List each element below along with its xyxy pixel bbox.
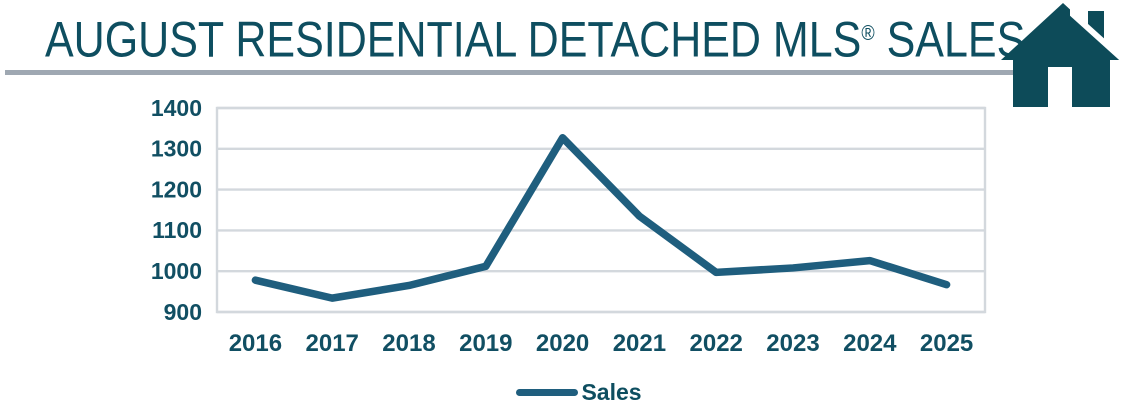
x-axis-tick-label: 2017 <box>306 330 359 357</box>
x-axis-tick-label: 2025 <box>920 330 973 357</box>
plot-border <box>215 106 987 314</box>
title-suffix: SALES <box>874 11 1026 68</box>
x-axis-tick-label: 2022 <box>690 330 743 357</box>
y-axis-tick-label: 900 <box>164 299 202 325</box>
x-axis-tick-label: 2018 <box>382 330 435 357</box>
house-door <box>1048 67 1072 107</box>
y-axis-tick-label: 1100 <box>152 217 202 243</box>
house-icon <box>1001 3 1134 107</box>
title-text: AUGUST RESIDENTIAL DETACHED MLS <box>45 11 862 68</box>
x-axis-tick-label: 2020 <box>536 330 589 357</box>
x-axis-tick-label: 2016 <box>229 330 282 357</box>
house-roof <box>1001 3 1125 60</box>
legend-label: Sales <box>581 379 642 405</box>
sales-series-line <box>251 134 951 302</box>
legend-line-swatch <box>516 388 579 396</box>
y-axis-tick-label: 1200 <box>151 176 202 202</box>
x-axis-tick-label: 2019 <box>459 330 512 357</box>
y-axis-tick-label: 1000 <box>151 258 202 284</box>
x-axis-tick-label: 2024 <box>843 330 897 357</box>
x-axis-tick-label: 2023 <box>766 330 819 357</box>
chart-legend: Sales <box>12 379 1134 405</box>
y-axis-tick-label: 1400 <box>151 95 202 121</box>
registered-trademark: ® <box>861 22 875 45</box>
page-title: AUGUST RESIDENTIAL DETACHED MLS® SALES <box>45 4 1025 69</box>
house-roof-gap <box>1070 7 1134 74</box>
x-axis-tick-label: 2021 <box>613 330 666 357</box>
title-divider <box>5 70 1013 75</box>
y-axis-tick-label: 1300 <box>151 136 202 162</box>
